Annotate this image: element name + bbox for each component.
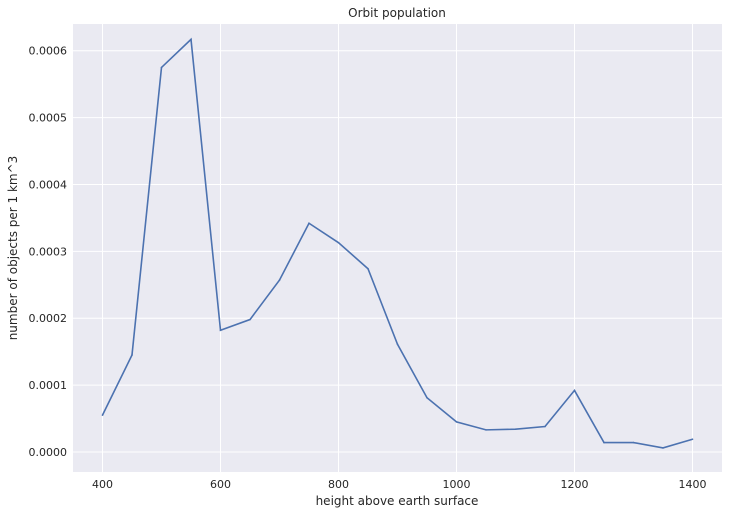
data-point [131,354,133,356]
x-tick-label: 400 [92,478,113,491]
data-point [632,441,635,444]
data-point [219,329,222,332]
data-point [455,421,458,423]
data-point [337,241,340,244]
y-tick-label: 0.0000 [29,446,68,459]
x-axis-label: height above earth surface [316,494,479,508]
data-point [514,428,517,431]
data-point [573,389,576,392]
y-tick-label: 0.0006 [29,45,68,58]
x-tick-label: 800 [328,478,349,491]
data-point [367,267,369,270]
data-point [160,66,163,69]
data-points [101,38,694,449]
data-point [249,318,251,321]
data-point [278,279,281,281]
data-point [544,425,546,428]
y-tick-label: 0.0003 [29,245,68,258]
data-point [396,343,399,346]
x-tick-label: 600 [210,478,231,491]
x-tick-labels: 400 600 800 1000 1200 1400 [92,478,707,491]
y-tick-label: 0.0005 [29,112,68,125]
data-point [485,429,487,431]
x-tick-label: 1000 [443,478,471,491]
data-point [603,441,605,444]
x-tick-label: 1200 [561,478,589,491]
y-tick-label: 0.0004 [29,178,68,191]
data-point [308,222,310,225]
y-tick-labels: 0.0000 0.0001 0.0002 0.0003 0.0004 0.0005 0.00… [29,45,68,459]
chart-title: Orbit population [348,6,446,20]
grid-lines [73,24,722,472]
x-tick-label: 1400 [679,478,707,491]
data-point [662,447,664,449]
data-point [426,396,428,399]
data-point [101,414,104,416]
y-tick-label: 0.0002 [29,312,68,325]
y-tick-label: 0.0001 [29,379,68,392]
plot-background [73,24,722,472]
data-point [190,38,192,41]
data-point [691,438,694,441]
y-axis-label: number of objects per 1 km^3 [6,156,20,341]
